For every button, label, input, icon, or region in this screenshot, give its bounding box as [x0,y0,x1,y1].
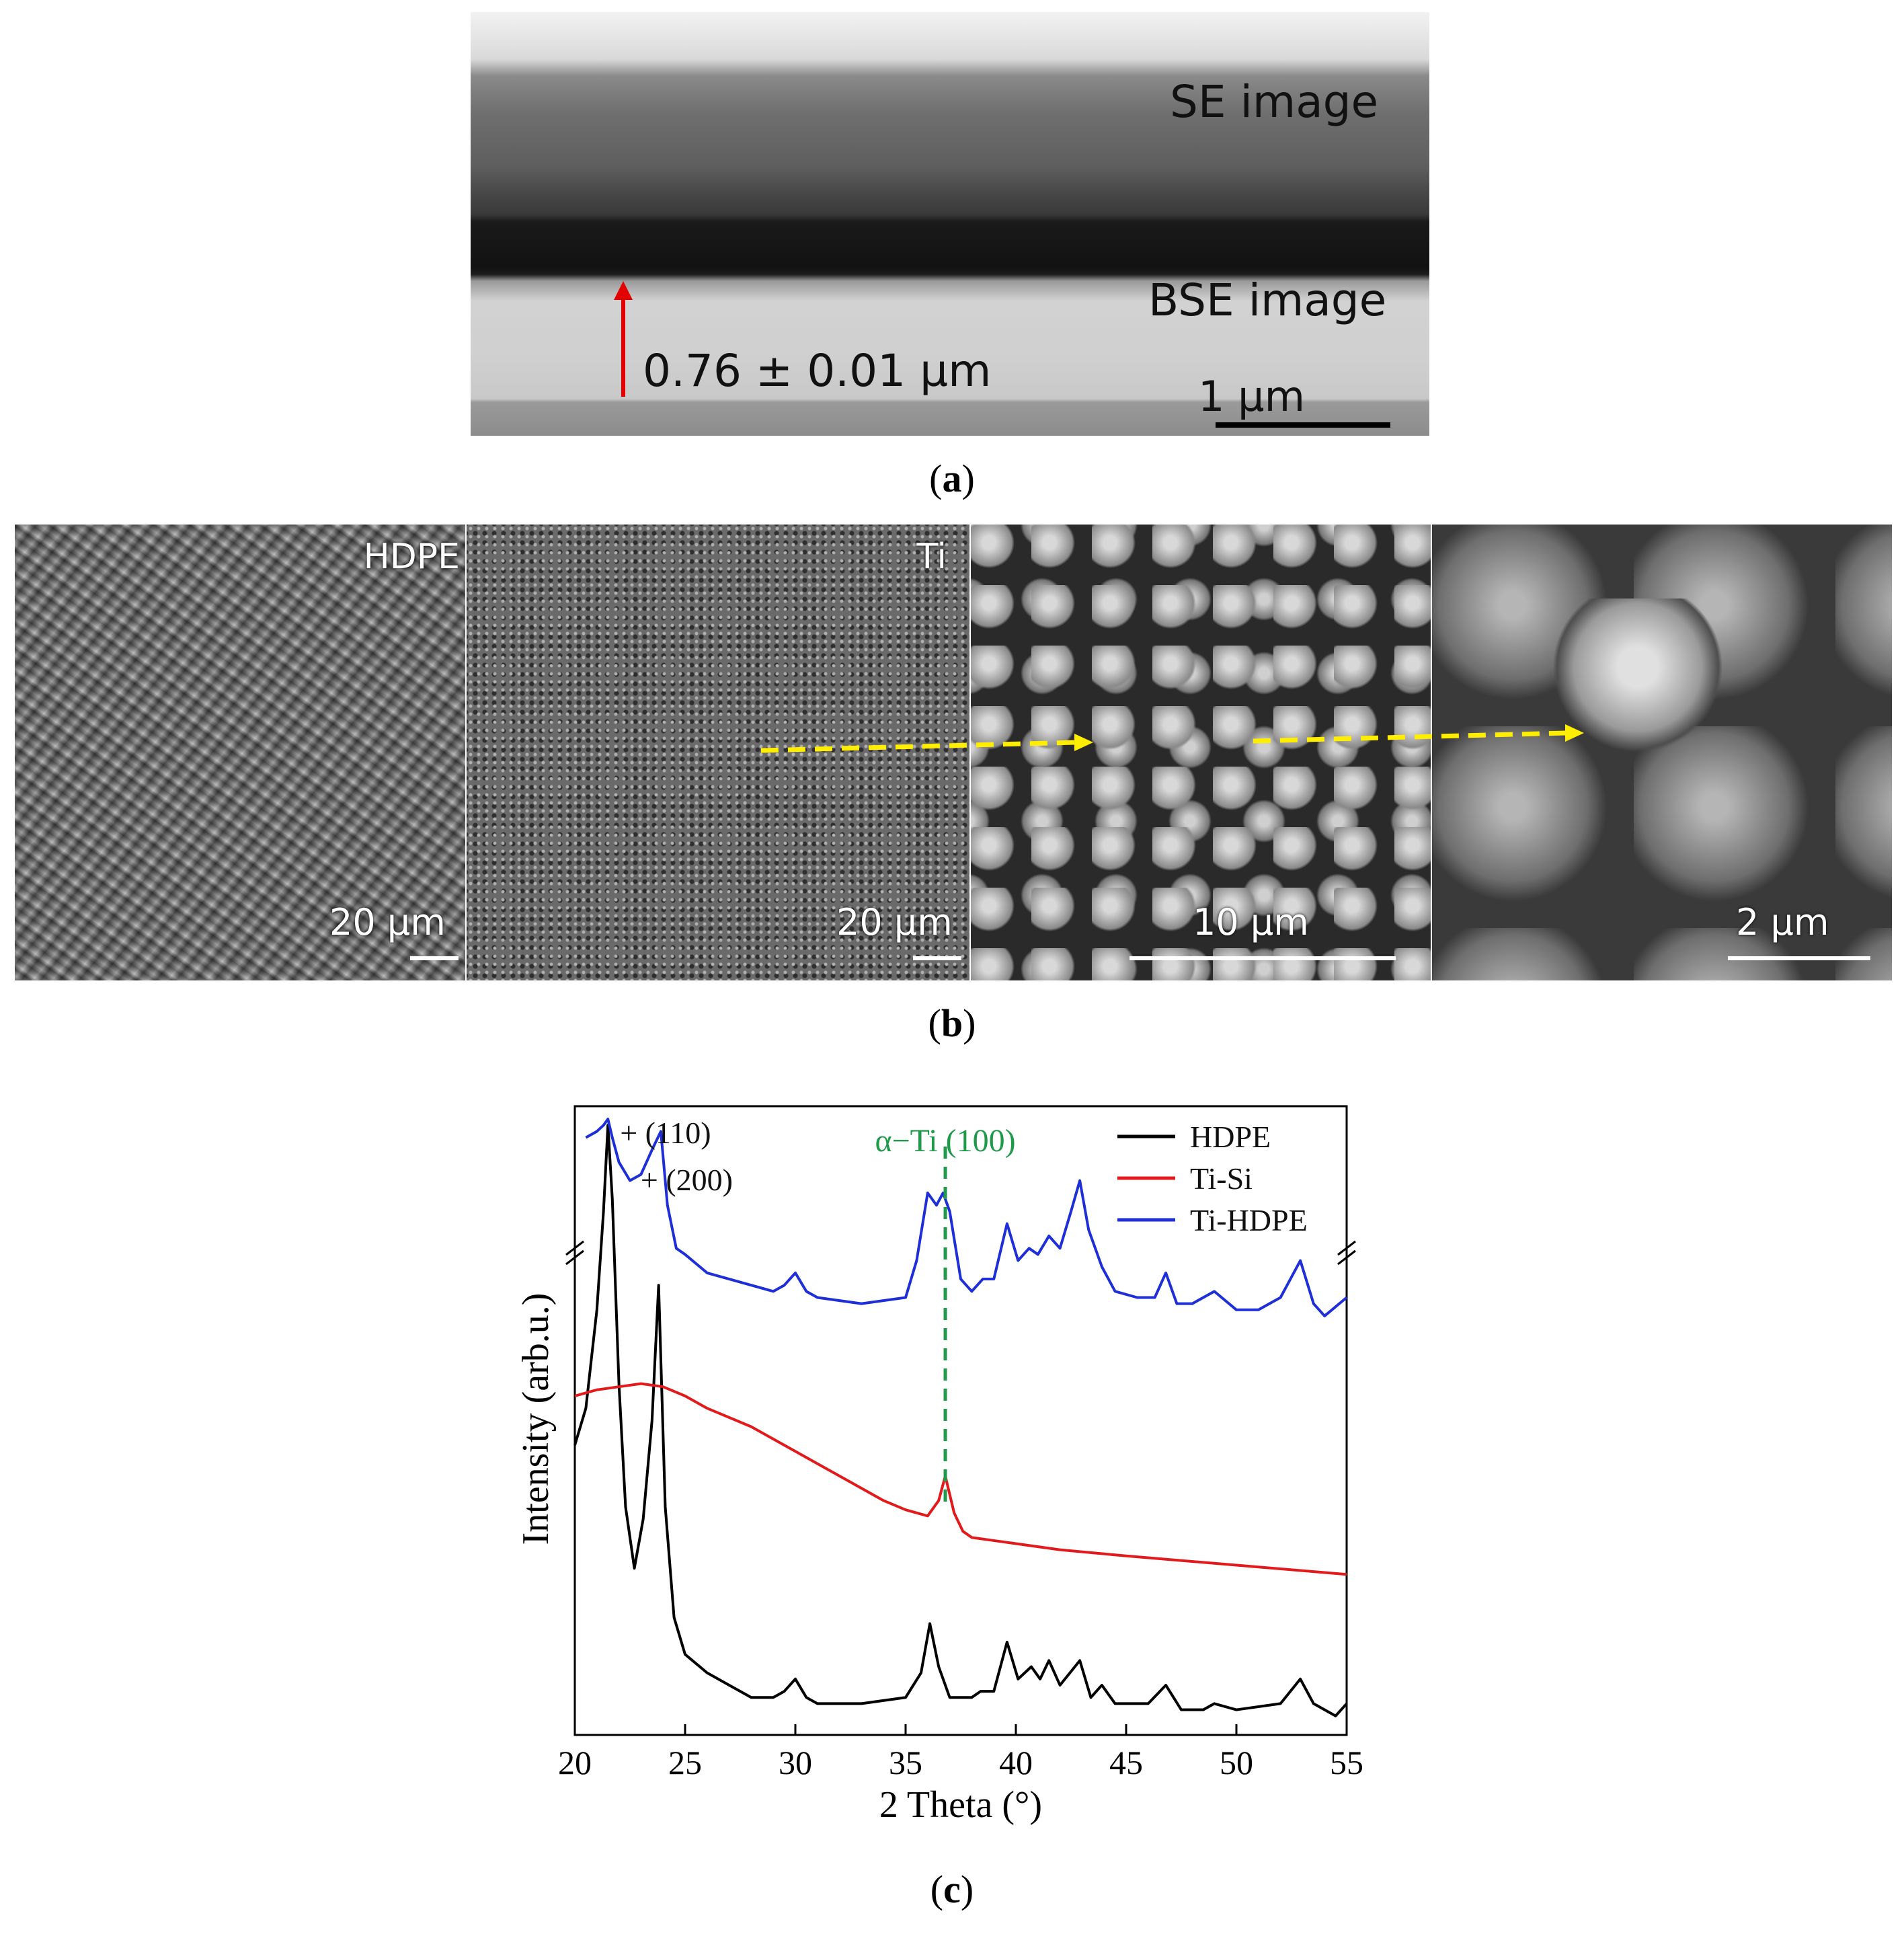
thickness-arrow-head-icon [614,281,633,300]
zoom-arrow-1-head-icon [1074,734,1093,751]
2um-scale-text: 2 µm [1736,901,1829,943]
x-tick-label-25: 25 [668,1744,702,1781]
panel-a-scale-text: 1 µm [1198,372,1305,421]
series-line-ti-si [574,1382,1347,1576]
caption-c: (c) [930,1867,974,1911]
plot-frame [573,1105,1348,1736]
x-tick-label-45: 45 [1109,1744,1143,1781]
axis-break-right [1337,1240,1356,1266]
series-line-hdpe [573,1124,1348,1717]
panel-b-hdpe-image: HDPE 20 µm [15,525,465,980]
annotation-110: + (110) [620,1116,711,1150]
panel-b-10um-image: 10 µm [971,525,1431,980]
panel-a-sem-cross-section: SE image BSE image 0.76 ± 0.01 µm 1 µm [471,12,1429,436]
caption-b: (b) [928,1001,976,1045]
10um-scale-bar [1129,956,1396,960]
zoom-arrow-2-head-icon [1565,724,1584,742]
x-tick-label-30: 30 [779,1744,812,1781]
y-axis-label: Intensity (arb.u.) [515,1293,557,1545]
series-line-ti-hdpe [585,1118,1348,1317]
annotation-alpha-ti-100: α−Ti (100) [875,1123,1015,1159]
legend-label-ti-si: Ti-Si [1190,1161,1253,1196]
bse-image-label: BSE image [1148,274,1387,326]
thickness-value: 0.76 ± 0.01 µm [643,345,992,397]
thickness-arrow [621,291,625,397]
panel-a-scale-bar [1216,422,1390,428]
x-tick-label-35: 35 [889,1744,922,1781]
axis-break-left [565,1240,584,1266]
ti-label: Ti [916,537,947,577]
10um-scale-text: 10 µm [1193,901,1309,943]
panel-b-2um-image: 2 µm [1432,525,1892,980]
legend-label-ti-hdpe: Ti-HDPE [1190,1203,1308,1237]
x-tick-label-40: 40 [999,1744,1033,1781]
ti-scale-text: 20 µm [836,901,953,943]
legend-label-hdpe: HDPE [1190,1120,1271,1154]
x-tick-label-50: 50 [1220,1744,1253,1781]
x-axis-label: 2 Theta (°) [879,1784,1042,1826]
ti-scale-bar [913,956,961,960]
2um-scale-bar [1728,956,1870,960]
x-tick-label-20: 20 [558,1744,592,1781]
hdpe-scale-text: 20 µm [329,901,446,943]
caption-a: (a) [929,457,975,500]
x-tick-label-55: 55 [1330,1744,1363,1781]
hdpe-scale-bar [410,956,459,960]
hdpe-label: HDPE [363,537,460,577]
annotation-200: + (200) [641,1163,733,1197]
panel-b-ti-image: Ti 20 µm [467,525,969,980]
legend: HDPE Ti-Si Ti-HDPE [1117,1120,1308,1237]
se-image-label: SE image [1170,76,1379,128]
zoom-arrows [760,724,1584,753]
